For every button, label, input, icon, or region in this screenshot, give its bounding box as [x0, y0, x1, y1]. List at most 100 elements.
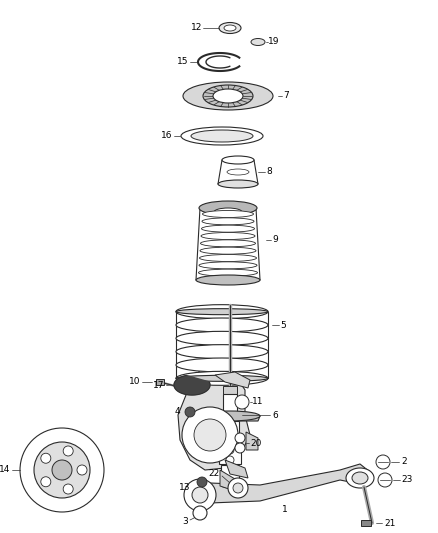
- Circle shape: [226, 446, 234, 454]
- Circle shape: [77, 465, 87, 475]
- Polygon shape: [200, 464, 370, 503]
- Ellipse shape: [201, 232, 255, 239]
- Circle shape: [233, 483, 243, 493]
- Bar: [361, 520, 371, 526]
- Ellipse shape: [176, 332, 268, 345]
- Ellipse shape: [219, 22, 241, 34]
- Ellipse shape: [196, 275, 260, 285]
- Circle shape: [41, 453, 51, 463]
- Polygon shape: [225, 460, 248, 478]
- Text: 12: 12: [191, 23, 202, 33]
- Text: 5: 5: [280, 320, 286, 329]
- Ellipse shape: [201, 225, 254, 232]
- Ellipse shape: [201, 240, 255, 247]
- Ellipse shape: [176, 358, 268, 372]
- Text: 3: 3: [182, 516, 188, 526]
- Ellipse shape: [200, 247, 256, 254]
- Ellipse shape: [251, 38, 265, 45]
- Ellipse shape: [176, 372, 268, 385]
- Polygon shape: [202, 432, 214, 450]
- Circle shape: [194, 419, 226, 451]
- Ellipse shape: [176, 375, 268, 381]
- Text: 11: 11: [252, 398, 264, 407]
- Polygon shape: [196, 208, 260, 280]
- Text: 1: 1: [282, 505, 288, 514]
- Ellipse shape: [181, 127, 263, 145]
- Ellipse shape: [176, 309, 268, 314]
- Ellipse shape: [346, 468, 374, 488]
- Circle shape: [20, 428, 104, 512]
- Polygon shape: [178, 365, 250, 470]
- Ellipse shape: [198, 277, 258, 284]
- Ellipse shape: [202, 218, 254, 225]
- Circle shape: [63, 484, 73, 494]
- Bar: [223, 386, 237, 394]
- Polygon shape: [220, 470, 240, 492]
- Circle shape: [197, 477, 207, 487]
- Text: 4: 4: [174, 408, 180, 416]
- Text: 9: 9: [272, 236, 278, 245]
- Circle shape: [63, 446, 73, 456]
- Circle shape: [182, 407, 238, 463]
- Text: 2: 2: [401, 457, 406, 466]
- Ellipse shape: [202, 211, 254, 217]
- Circle shape: [193, 506, 207, 520]
- Ellipse shape: [183, 82, 273, 110]
- Ellipse shape: [221, 482, 239, 488]
- Text: 22: 22: [209, 470, 220, 479]
- Text: 19: 19: [268, 37, 279, 46]
- Circle shape: [228, 478, 248, 498]
- Ellipse shape: [191, 130, 253, 142]
- Text: 21: 21: [384, 519, 396, 528]
- Circle shape: [185, 407, 195, 417]
- Ellipse shape: [199, 254, 257, 262]
- Text: 20: 20: [250, 439, 261, 448]
- Ellipse shape: [203, 85, 253, 107]
- Ellipse shape: [214, 208, 242, 216]
- Bar: [221, 421, 239, 449]
- Circle shape: [184, 479, 216, 511]
- Polygon shape: [218, 160, 258, 184]
- Circle shape: [226, 456, 234, 464]
- Text: 14: 14: [0, 465, 10, 474]
- Circle shape: [192, 487, 208, 503]
- Text: 7: 7: [283, 92, 289, 101]
- Ellipse shape: [222, 156, 254, 164]
- Polygon shape: [174, 375, 210, 395]
- Ellipse shape: [199, 262, 257, 269]
- Ellipse shape: [199, 201, 257, 215]
- Ellipse shape: [198, 269, 258, 276]
- Text: 10: 10: [128, 377, 140, 386]
- Text: 8: 8: [266, 167, 272, 176]
- Ellipse shape: [224, 25, 236, 31]
- Circle shape: [52, 460, 72, 480]
- Bar: [219, 446, 241, 464]
- Ellipse shape: [176, 318, 268, 332]
- Text: 6: 6: [272, 410, 278, 419]
- Polygon shape: [200, 416, 260, 421]
- Polygon shape: [215, 372, 250, 388]
- Bar: [221, 465, 239, 485]
- Circle shape: [34, 442, 90, 498]
- Bar: [156, 379, 164, 385]
- Ellipse shape: [200, 411, 260, 421]
- Ellipse shape: [176, 305, 268, 319]
- Circle shape: [235, 395, 249, 409]
- Ellipse shape: [213, 89, 243, 103]
- Circle shape: [235, 433, 245, 443]
- Text: 15: 15: [177, 58, 188, 67]
- Text: 16: 16: [160, 132, 172, 141]
- Polygon shape: [246, 432, 258, 450]
- Ellipse shape: [176, 345, 268, 359]
- Ellipse shape: [352, 472, 368, 484]
- Text: 13: 13: [179, 483, 190, 492]
- Text: 23: 23: [401, 475, 412, 484]
- Bar: [223, 394, 237, 416]
- Ellipse shape: [218, 180, 258, 188]
- Circle shape: [235, 443, 245, 453]
- Ellipse shape: [227, 169, 249, 175]
- Text: 17: 17: [152, 381, 164, 390]
- Circle shape: [41, 477, 51, 487]
- Circle shape: [376, 455, 390, 469]
- Circle shape: [378, 473, 392, 487]
